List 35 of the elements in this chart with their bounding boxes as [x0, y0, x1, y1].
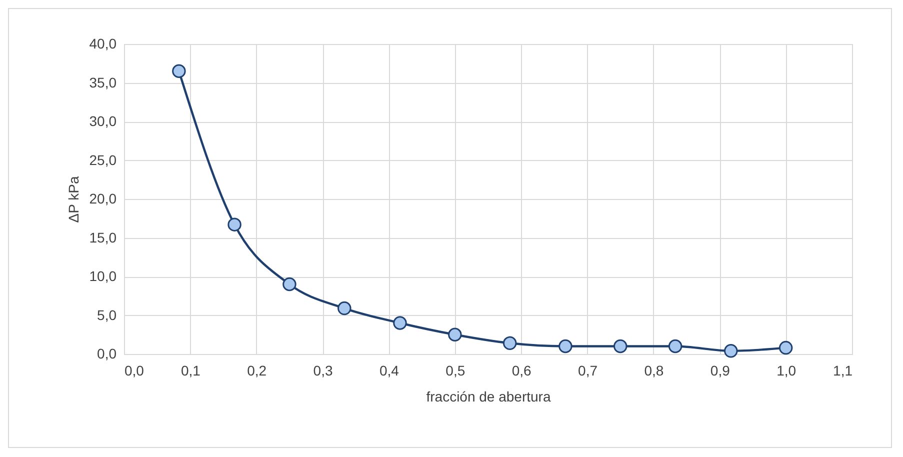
point: [668, 339, 682, 354]
x-tick-label: 1,1: [833, 362, 853, 378]
point: [393, 316, 407, 330]
y-tick-label: 5,0: [97, 306, 117, 323]
point: [282, 277, 296, 292]
point: [228, 218, 242, 232]
y-tick-label: 15,0: [89, 229, 117, 246]
point: [613, 339, 628, 354]
x-tick-label: 0,4: [379, 362, 400, 378]
y-axis-title: ΔP kPa: [65, 176, 82, 223]
point: [502, 336, 517, 350]
point: [778, 340, 793, 355]
point: [448, 328, 462, 342]
y-tick-label: 40,0: [89, 36, 117, 52]
y-tick-label: 0,0: [97, 346, 117, 362]
x-tick-label: 0,0: [124, 362, 144, 378]
y-tick-label: 30,0: [89, 113, 117, 129]
x-tick-label: 0,2: [247, 362, 267, 378]
x-axis-title: fracción de abertura: [426, 388, 551, 404]
point: [338, 301, 352, 316]
point: [724, 344, 738, 358]
x-tick-label: 0,7: [578, 362, 598, 378]
x-tick-label: 0,3: [313, 362, 333, 378]
point: [558, 339, 572, 354]
x-tick-label: 0,5: [446, 362, 466, 378]
x-tick-label: 0,8: [644, 362, 664, 378]
x-tick-label: 0,9: [710, 362, 730, 378]
y-tick-label: 10,0: [89, 268, 117, 284]
x-tick-label: 1,0: [776, 362, 796, 378]
y-tick-label: 20,0: [89, 190, 117, 206]
x-tick-label: 0,1: [180, 362, 201, 378]
x-tick-label: 0,6: [512, 362, 532, 378]
point: [172, 64, 186, 78]
y-tick-label: 25,0: [89, 152, 117, 168]
y-tick-label: 35,0: [89, 74, 117, 90]
